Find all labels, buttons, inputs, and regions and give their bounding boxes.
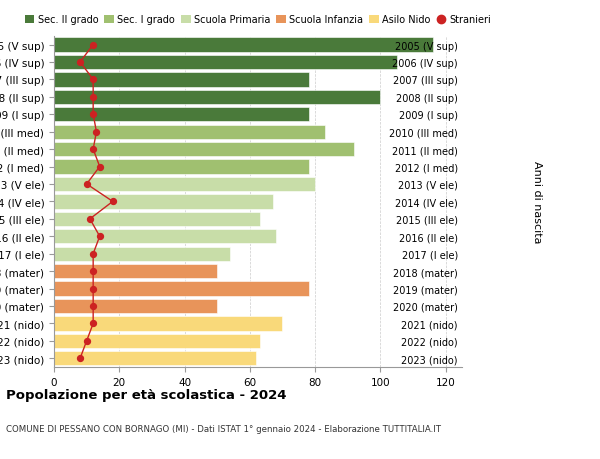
Point: [82, 181, 91, 188]
Bar: [54, 264, 217, 279]
Point: [88, 302, 98, 310]
Point: [82, 337, 91, 345]
Bar: [54, 56, 397, 70]
Point: [88, 285, 98, 292]
Bar: [54, 125, 325, 140]
Point: [92, 129, 101, 136]
Bar: [54, 317, 283, 331]
Bar: [54, 247, 230, 261]
Bar: [54, 90, 380, 105]
Point: [88, 42, 98, 49]
Text: COMUNE DI PESSANO CON BORNAGO (MI) - Dati ISTAT 1° gennaio 2024 - Elaborazione T: COMUNE DI PESSANO CON BORNAGO (MI) - Dat…: [6, 425, 441, 434]
Y-axis label: Anni di nascita: Anni di nascita: [532, 161, 542, 243]
Point: [88, 94, 98, 101]
Bar: [54, 334, 260, 348]
Point: [88, 112, 98, 119]
Bar: [54, 108, 308, 122]
Bar: [54, 352, 256, 366]
Point: [76, 355, 85, 362]
Bar: [54, 73, 308, 87]
Point: [76, 59, 85, 67]
Bar: [54, 38, 433, 52]
Bar: [54, 282, 308, 296]
Point: [88, 320, 98, 327]
Bar: [54, 160, 308, 174]
Bar: [54, 178, 315, 192]
Bar: [54, 299, 217, 313]
Point: [95, 233, 104, 241]
Point: [88, 251, 98, 258]
Point: [88, 268, 98, 275]
Point: [95, 163, 104, 171]
Point: [85, 216, 95, 223]
Legend: Sec. II grado, Sec. I grado, Scuola Primaria, Scuola Infanzia, Asilo Nido, Stran: Sec. II grado, Sec. I grado, Scuola Prim…: [25, 15, 491, 25]
Text: Popolazione per età scolastica - 2024: Popolazione per età scolastica - 2024: [6, 388, 287, 401]
Bar: [54, 230, 276, 244]
Bar: [54, 195, 272, 209]
Point: [88, 77, 98, 84]
Bar: [54, 212, 260, 226]
Point: [108, 198, 118, 206]
Point: [88, 146, 98, 153]
Bar: [54, 143, 354, 157]
